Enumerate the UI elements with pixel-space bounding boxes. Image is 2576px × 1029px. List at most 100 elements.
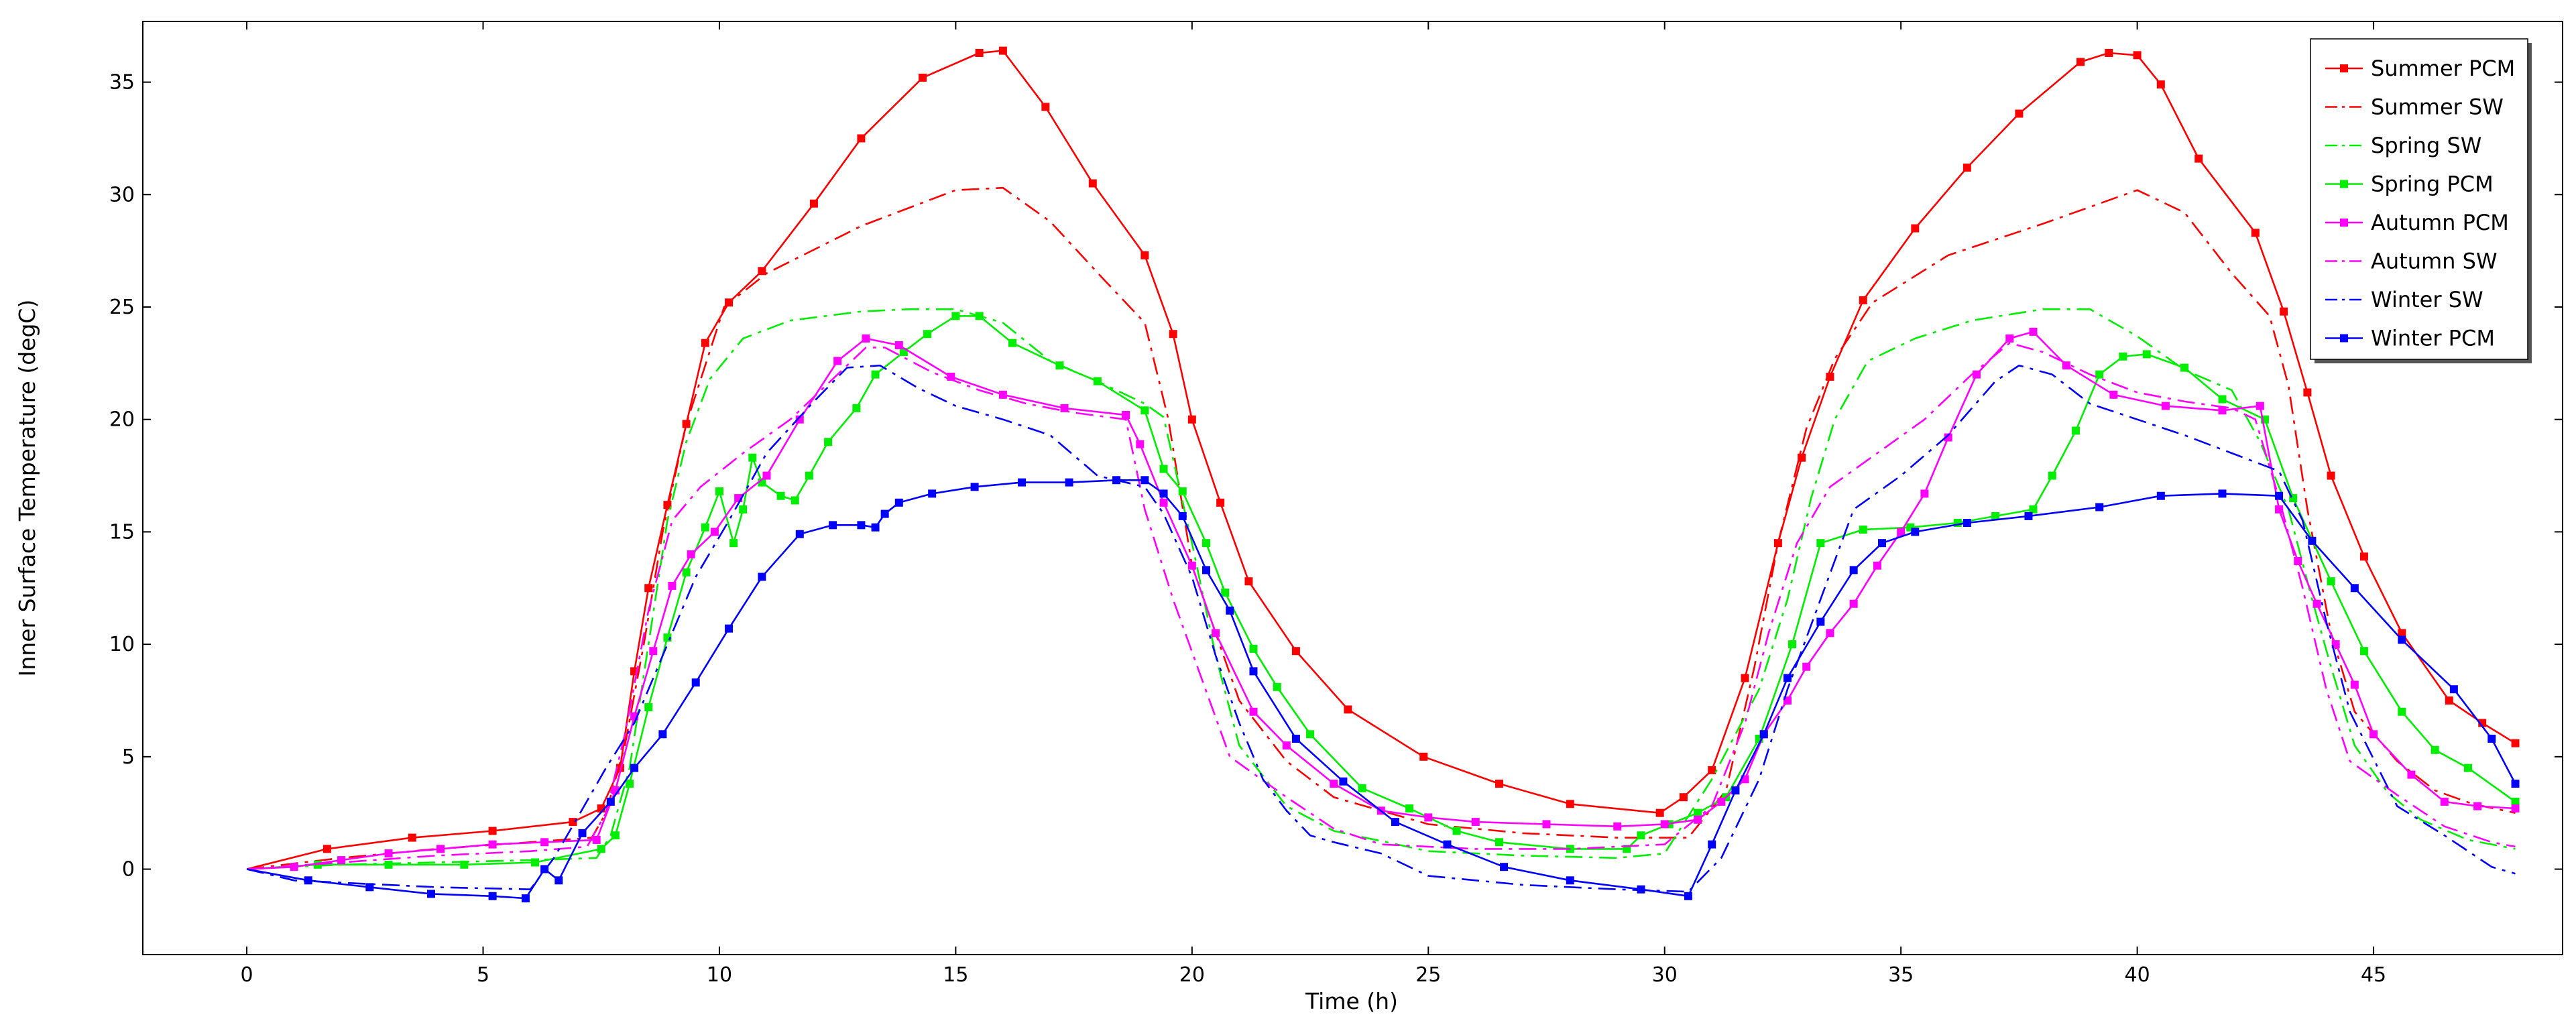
data-point <box>384 860 393 869</box>
x-tick-label: 45 <box>2361 963 2386 987</box>
data-point <box>1495 780 1504 788</box>
data-point <box>1741 674 1749 682</box>
data-point <box>2218 489 2227 498</box>
data-point <box>554 876 563 885</box>
data-point <box>2256 402 2264 410</box>
data-point <box>2327 471 2335 480</box>
legend: Summer PCM Summer SW Spring SW Spring PCM Au… <box>2310 38 2532 363</box>
x-tick-label: 35 <box>1888 963 1914 987</box>
x-tick-label: 20 <box>1179 963 1205 987</box>
data-point <box>701 339 709 347</box>
data-point <box>1008 339 1016 347</box>
x-axis-ticks: 0 5 10 15 20 25 30 35 40 45 <box>241 21 2386 987</box>
data-point <box>2024 511 2033 520</box>
data-point <box>2398 707 2406 716</box>
data-point <box>701 523 709 532</box>
data-point <box>833 357 842 365</box>
data-point <box>597 845 605 853</box>
data-point <box>2062 361 2070 370</box>
data-point <box>1244 577 1253 586</box>
data-point <box>1566 800 1574 808</box>
data-point <box>384 849 393 858</box>
data-point <box>1344 705 1352 714</box>
data-point <box>795 415 804 424</box>
data-point <box>488 892 497 900</box>
data-point <box>1339 777 1348 786</box>
data-point <box>1060 404 1069 412</box>
data-point <box>2431 745 2439 754</box>
data-point <box>1495 838 1504 847</box>
data-point <box>2511 804 2520 812</box>
data-point <box>998 390 1007 399</box>
y-tick-label: 10 <box>109 633 135 656</box>
legend-label: Autumn PCM <box>2371 210 2509 235</box>
data-point <box>1065 478 1073 487</box>
data-point <box>776 491 785 500</box>
data-point <box>365 883 374 892</box>
data-point <box>2440 797 2449 806</box>
data-point <box>710 528 719 536</box>
series-summer-pcm <box>246 46 2520 870</box>
data-point <box>1405 804 1414 812</box>
data-point <box>2076 58 2085 66</box>
data-point <box>1122 410 1130 419</box>
legend-label: Autumn SW <box>2371 249 2498 274</box>
data-point <box>2119 352 2127 361</box>
data-point <box>2180 363 2189 372</box>
data-point <box>762 471 771 480</box>
data-point <box>2350 680 2359 689</box>
data-point <box>1178 487 1187 496</box>
data-point <box>1759 730 1768 739</box>
data-point <box>304 876 312 885</box>
y-axis-label: Inner Surface Temperature (degC) <box>14 300 40 677</box>
y-tick-label: 30 <box>109 183 135 206</box>
data-point <box>715 487 723 496</box>
data-point <box>2350 584 2359 593</box>
data-point <box>928 489 937 498</box>
data-point <box>2161 402 2170 410</box>
data-point <box>569 818 577 827</box>
data-point <box>2303 388 2312 397</box>
data-point <box>2156 80 2165 88</box>
data-point <box>2218 395 2227 404</box>
data-point <box>1041 103 1050 111</box>
legend-label: Summer PCM <box>2371 56 2515 81</box>
data-point <box>1991 511 2000 520</box>
data-point <box>2398 629 2406 638</box>
data-point <box>1849 566 1858 574</box>
data-point <box>2511 780 2520 788</box>
data-point <box>1273 682 1281 691</box>
data-point <box>488 840 497 849</box>
data-point <box>1178 511 1187 520</box>
data-point <box>1202 539 1210 548</box>
data-point <box>630 764 639 772</box>
data-point <box>1249 707 1258 716</box>
data-point <box>1291 734 1300 743</box>
series-spring-sw <box>247 308 2516 870</box>
legend-label: Spring PCM <box>2371 172 2494 197</box>
x-tick-label: 15 <box>943 963 968 987</box>
legend-label: Winter SW <box>2371 287 2483 312</box>
x-tick-label: 10 <box>707 963 732 987</box>
data-point <box>1140 251 1149 259</box>
legend-box <box>2310 38 2528 360</box>
data-point <box>2095 370 2104 379</box>
data-point <box>1660 820 1669 829</box>
data-point <box>592 835 601 844</box>
series-autumn-sw <box>247 342 2516 870</box>
legend-label: Spring SW <box>2371 133 2481 158</box>
data-point <box>1471 818 1480 827</box>
data-point <box>658 730 667 739</box>
data-point <box>1187 561 1196 570</box>
legend-label: Winter PCM <box>2371 326 2495 351</box>
data-point <box>1877 539 1886 548</box>
data-point <box>1249 644 1258 653</box>
data-point <box>1897 528 1906 536</box>
data-point <box>1944 433 1952 442</box>
data-point <box>668 581 677 590</box>
data-point <box>687 550 695 558</box>
data-point <box>1136 440 1145 448</box>
data-point <box>2105 48 2113 57</box>
data-point <box>2487 734 2496 743</box>
